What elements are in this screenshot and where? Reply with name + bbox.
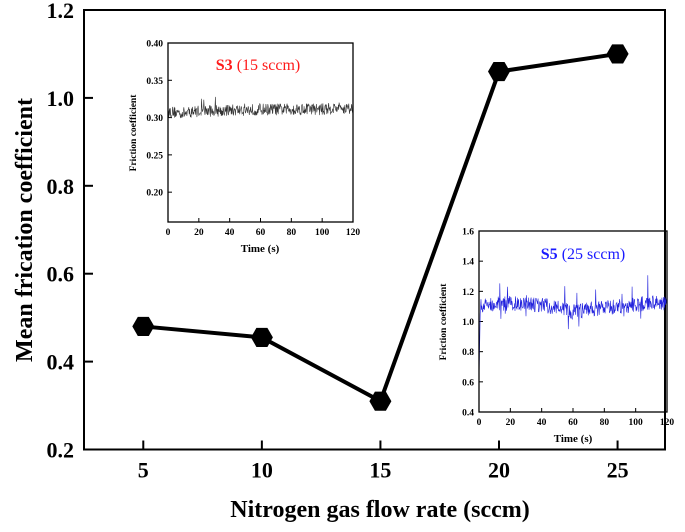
inset-s3-title-rest: (15 sccm) <box>237 57 301 74</box>
inset-x-tick-label: 40 <box>225 228 235 238</box>
inset-frame <box>478 230 668 413</box>
inset-x-tick-label: 120 <box>660 418 675 428</box>
y-tick-label: 0.2 <box>47 438 75 463</box>
x-tick-label: 20 <box>488 458 510 483</box>
inset-x-tick-label: 0 <box>477 418 482 428</box>
data-point-hexagon <box>250 327 273 347</box>
inset-y-tick-label: 1.6 <box>462 228 474 238</box>
data-point-hexagon <box>488 62 510 82</box>
y-tick-label: 1.0 <box>47 86 75 111</box>
inset-s3-plot: 0.20 0.25 0.30 0.35 0.40 0 20 40 60 80 100 120 <box>146 40 360 239</box>
inset-x-tick-label: 0 <box>166 228 171 238</box>
data-point-hexagon <box>132 316 155 336</box>
inset-y-tick-label: 0.20 <box>146 189 163 199</box>
plot-frame <box>83 9 666 451</box>
inset-x-tick-label: 20 <box>506 418 516 428</box>
inset-y-tick-label: 0.8 <box>462 348 474 358</box>
inset-x-tick-label: 20 <box>194 228 204 238</box>
y-tick-label: 1.2 <box>47 0 75 23</box>
x-tick-label: 5 <box>138 458 149 483</box>
inset-y-tick-label: 1.2 <box>462 288 474 298</box>
inset-y-tick-label: 1.4 <box>462 258 474 268</box>
inset-s3-title: S3 (15 sccm) <box>216 57 300 74</box>
inset-y-tick-label: 0.4 <box>462 409 474 419</box>
inset-x-tick-label: 120 <box>346 228 361 238</box>
inset-s5-title-bold: S5 <box>541 246 558 263</box>
inset-s3-x-label: Time (s) <box>241 243 280 255</box>
inset-x-tick-label: 60 <box>568 418 578 428</box>
friction-trace <box>167 96 354 119</box>
inset-s5-title: S5 (25 sccm) <box>541 246 625 263</box>
inset-y-tick-label: 1.0 <box>462 318 474 328</box>
inset-s3-y-label: Friction coefficient <box>129 94 139 172</box>
inset-x-tick-label: 40 <box>537 418 547 428</box>
inset-y-tick-label: 0.30 <box>146 114 163 124</box>
x-axis-label: Nitrogen gas flow rate (sccm) <box>230 497 529 523</box>
inset-x-tick-label: 100 <box>629 418 644 428</box>
data-point-hexagon <box>369 391 392 411</box>
inset-y-tick-label: 0.40 <box>146 40 163 50</box>
inset-s5-y-label: Friction coefficient <box>439 283 449 361</box>
x-tick-label: 10 <box>251 458 273 483</box>
inset-y-tick-label: 0.25 <box>146 151 163 161</box>
y-tick-label: 0.8 <box>47 174 75 199</box>
inset-x-tick-label: 80 <box>287 228 297 238</box>
x-tick-label: 15 <box>369 458 391 483</box>
series-line <box>143 51 618 405</box>
inset-y-tick-label: 0.35 <box>146 77 163 87</box>
y-axis-label: Mean frication coefficient <box>12 98 38 362</box>
inset-y-tick-label: 0.6 <box>462 378 474 388</box>
inset-x-tick-label: 80 <box>600 418 610 428</box>
inset-x-tick-label: 100 <box>315 228 330 238</box>
main-plot: 0.2 0.4 0.6 0.8 1.0 1.2 5 10 15 20 25 <box>47 0 666 483</box>
data-point-hexagon <box>606 44 629 64</box>
inset-frame <box>167 42 354 223</box>
x-tick-label: 25 <box>607 458 629 483</box>
inset-s5-x-label: Time (s) <box>554 433 593 445</box>
inset-s5-plot: 0.4 0.6 0.8 1.0 1.2 1.4 1.6 0 20 40 60 80 100 120 <box>462 228 674 429</box>
friction-trace <box>478 275 668 382</box>
inset-s3-title-bold: S3 <box>216 57 233 74</box>
inset-s5-title-rest: (25 sccm) <box>562 246 626 263</box>
inset-x-tick-label: 60 <box>256 228 266 238</box>
y-tick-label: 0.6 <box>47 262 75 287</box>
y-tick-label: 0.4 <box>47 350 75 375</box>
